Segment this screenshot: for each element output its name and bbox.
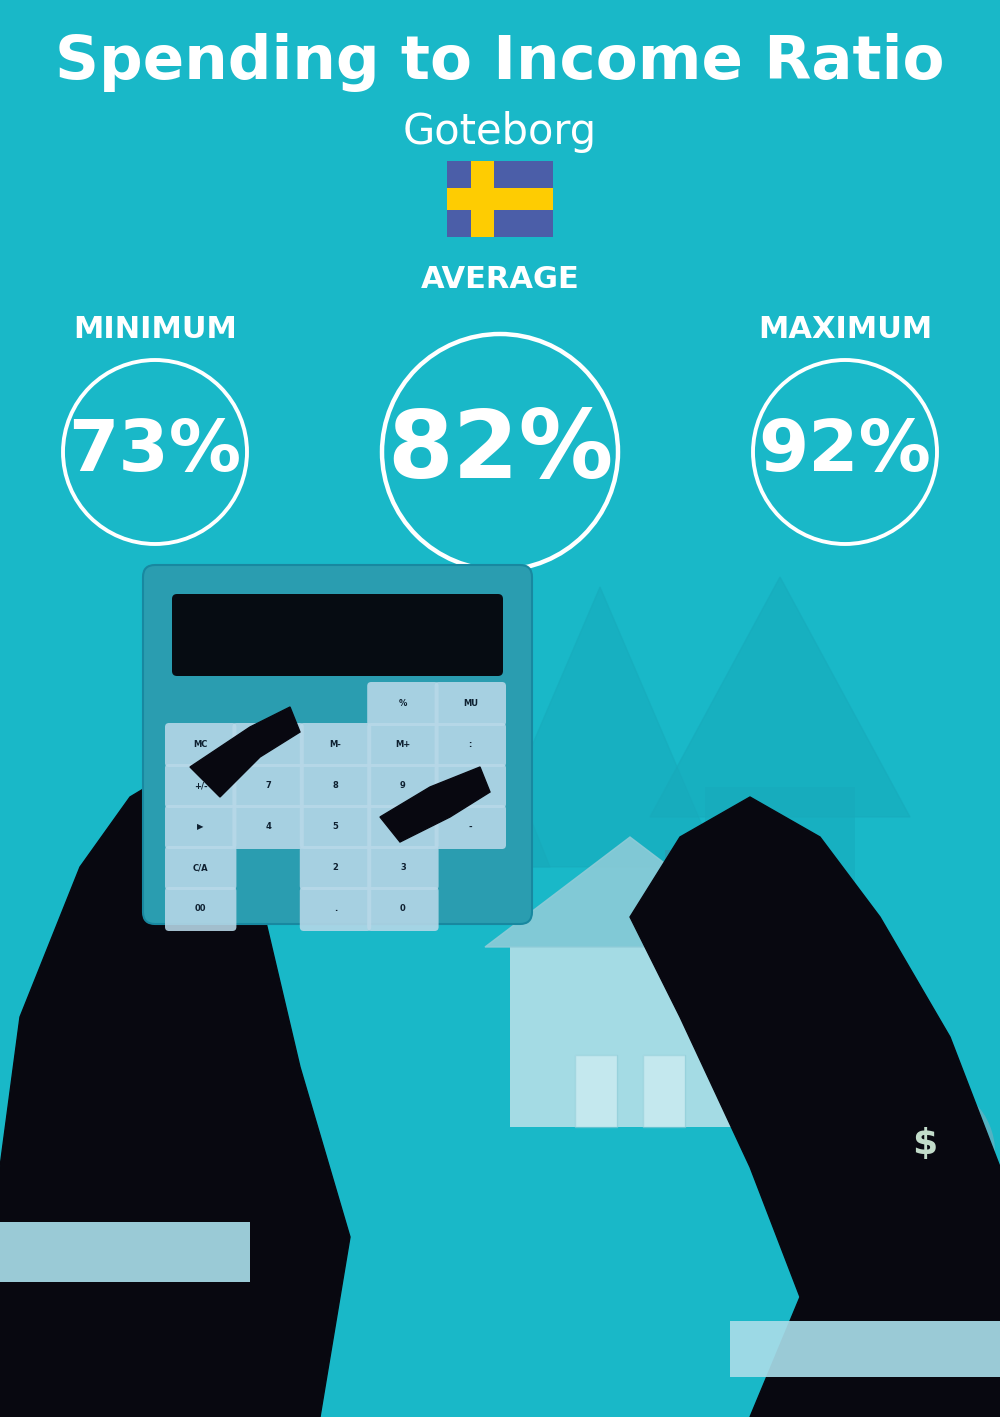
Polygon shape <box>0 767 350 1417</box>
Text: %: % <box>399 700 407 708</box>
Polygon shape <box>380 767 490 842</box>
Text: 82%: 82% <box>387 407 613 497</box>
Text: X: X <box>467 782 474 791</box>
Polygon shape <box>480 587 720 867</box>
FancyBboxPatch shape <box>447 162 552 237</box>
FancyBboxPatch shape <box>367 805 439 849</box>
FancyBboxPatch shape <box>435 723 506 767</box>
FancyBboxPatch shape <box>367 846 439 890</box>
Text: MINIMUM: MINIMUM <box>73 315 237 343</box>
FancyBboxPatch shape <box>165 887 236 931</box>
FancyBboxPatch shape <box>300 723 371 767</box>
Polygon shape <box>485 837 775 947</box>
Text: $: $ <box>847 1095 863 1119</box>
FancyBboxPatch shape <box>165 723 236 767</box>
FancyBboxPatch shape <box>232 723 304 767</box>
Polygon shape <box>350 616 550 867</box>
Text: 4: 4 <box>265 822 271 832</box>
FancyBboxPatch shape <box>165 805 236 849</box>
FancyBboxPatch shape <box>143 565 532 924</box>
FancyBboxPatch shape <box>367 764 439 808</box>
Text: +/-: +/- <box>194 782 208 791</box>
Polygon shape <box>630 796 1000 1417</box>
Text: C/A: C/A <box>193 863 209 873</box>
FancyBboxPatch shape <box>510 947 750 1127</box>
Text: MC: MC <box>194 741 208 750</box>
Text: AVERAGE: AVERAGE <box>421 265 579 293</box>
FancyBboxPatch shape <box>300 887 371 931</box>
Text: Spending to Income Ratio: Spending to Income Ratio <box>55 33 945 92</box>
Text: $: $ <box>912 1127 938 1161</box>
FancyBboxPatch shape <box>798 1173 918 1195</box>
Text: 92%: 92% <box>759 418 931 486</box>
Circle shape <box>907 1064 943 1100</box>
FancyBboxPatch shape <box>367 723 439 767</box>
FancyBboxPatch shape <box>435 805 506 849</box>
FancyBboxPatch shape <box>705 786 855 1017</box>
Circle shape <box>841 1049 869 1076</box>
Text: 5: 5 <box>333 822 338 832</box>
Text: M-: M- <box>330 741 341 750</box>
Text: 3: 3 <box>400 863 406 873</box>
FancyBboxPatch shape <box>172 594 503 676</box>
Text: MU: MU <box>463 700 478 708</box>
FancyBboxPatch shape <box>471 162 494 237</box>
FancyBboxPatch shape <box>232 805 304 849</box>
FancyBboxPatch shape <box>789 1156 909 1179</box>
FancyBboxPatch shape <box>165 846 236 890</box>
FancyBboxPatch shape <box>643 1056 685 1127</box>
Text: 0: 0 <box>400 904 406 914</box>
FancyBboxPatch shape <box>367 887 439 931</box>
FancyBboxPatch shape <box>665 850 693 903</box>
FancyBboxPatch shape <box>165 764 236 808</box>
Text: 2: 2 <box>333 863 338 873</box>
Text: 7: 7 <box>265 782 271 791</box>
Text: 9: 9 <box>400 782 406 791</box>
Text: 00: 00 <box>195 904 206 914</box>
Text: MAXIMUM: MAXIMUM <box>758 315 932 343</box>
FancyBboxPatch shape <box>0 1221 250 1282</box>
Polygon shape <box>650 577 910 818</box>
Circle shape <box>805 1061 905 1162</box>
FancyBboxPatch shape <box>300 764 371 808</box>
FancyBboxPatch shape <box>792 1162 912 1185</box>
Text: ▶: ▶ <box>197 822 204 832</box>
Polygon shape <box>190 707 300 796</box>
Text: Goteborg: Goteborg <box>403 111 597 153</box>
FancyBboxPatch shape <box>575 1056 617 1127</box>
FancyBboxPatch shape <box>730 1321 1000 1377</box>
Text: :: : <box>469 741 472 750</box>
FancyBboxPatch shape <box>435 764 506 808</box>
Circle shape <box>855 1083 995 1221</box>
FancyBboxPatch shape <box>300 805 371 849</box>
FancyBboxPatch shape <box>795 1168 915 1189</box>
Text: -: - <box>468 822 472 832</box>
Text: .: . <box>334 904 337 914</box>
FancyBboxPatch shape <box>232 764 304 808</box>
Text: MR: MR <box>261 741 275 750</box>
FancyBboxPatch shape <box>300 846 371 890</box>
FancyBboxPatch shape <box>447 188 552 210</box>
Text: 6: 6 <box>400 822 406 832</box>
FancyBboxPatch shape <box>435 682 506 726</box>
FancyBboxPatch shape <box>786 1151 906 1173</box>
Text: M+: M+ <box>395 741 411 750</box>
Text: 8: 8 <box>333 782 338 791</box>
FancyBboxPatch shape <box>367 682 439 726</box>
FancyBboxPatch shape <box>780 1141 900 1162</box>
Text: 73%: 73% <box>68 418 242 486</box>
FancyBboxPatch shape <box>783 1145 903 1168</box>
